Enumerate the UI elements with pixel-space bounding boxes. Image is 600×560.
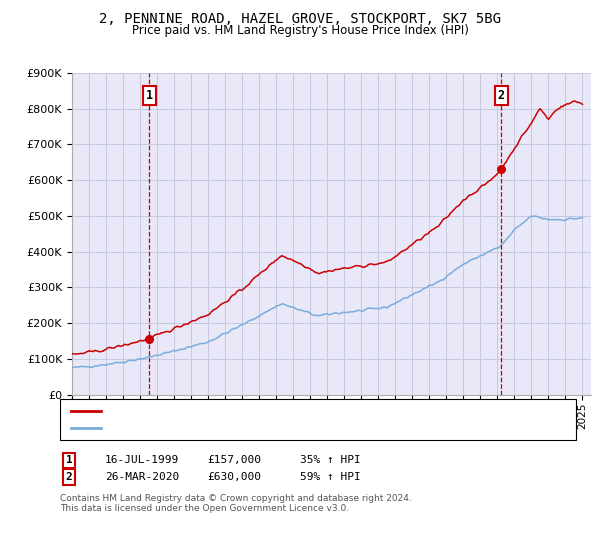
Text: 26-MAR-2020: 26-MAR-2020 bbox=[105, 472, 179, 482]
Text: 35% ↑ HPI: 35% ↑ HPI bbox=[300, 455, 361, 465]
Text: 59% ↑ HPI: 59% ↑ HPI bbox=[300, 472, 361, 482]
Text: HPI: Average price, detached house, Stockport: HPI: Average price, detached house, Stoc… bbox=[107, 423, 350, 433]
Text: Contains HM Land Registry data © Crown copyright and database right 2024.
This d: Contains HM Land Registry data © Crown c… bbox=[60, 494, 412, 514]
Text: £157,000: £157,000 bbox=[207, 455, 261, 465]
Text: £630,000: £630,000 bbox=[207, 472, 261, 482]
Text: 2, PENNINE ROAD, HAZEL GROVE, STOCKPORT, SK7 5BG (detached house): 2, PENNINE ROAD, HAZEL GROVE, STOCKPORT,… bbox=[107, 405, 496, 416]
Text: 16-JUL-1999: 16-JUL-1999 bbox=[105, 455, 179, 465]
Text: 2: 2 bbox=[498, 89, 505, 102]
Text: 1: 1 bbox=[146, 89, 153, 102]
Text: 2, PENNINE ROAD, HAZEL GROVE, STOCKPORT, SK7 5BG: 2, PENNINE ROAD, HAZEL GROVE, STOCKPORT,… bbox=[99, 12, 501, 26]
Text: 1: 1 bbox=[65, 455, 73, 465]
Text: Price paid vs. HM Land Registry's House Price Index (HPI): Price paid vs. HM Land Registry's House … bbox=[131, 24, 469, 36]
Text: 2: 2 bbox=[65, 472, 73, 482]
